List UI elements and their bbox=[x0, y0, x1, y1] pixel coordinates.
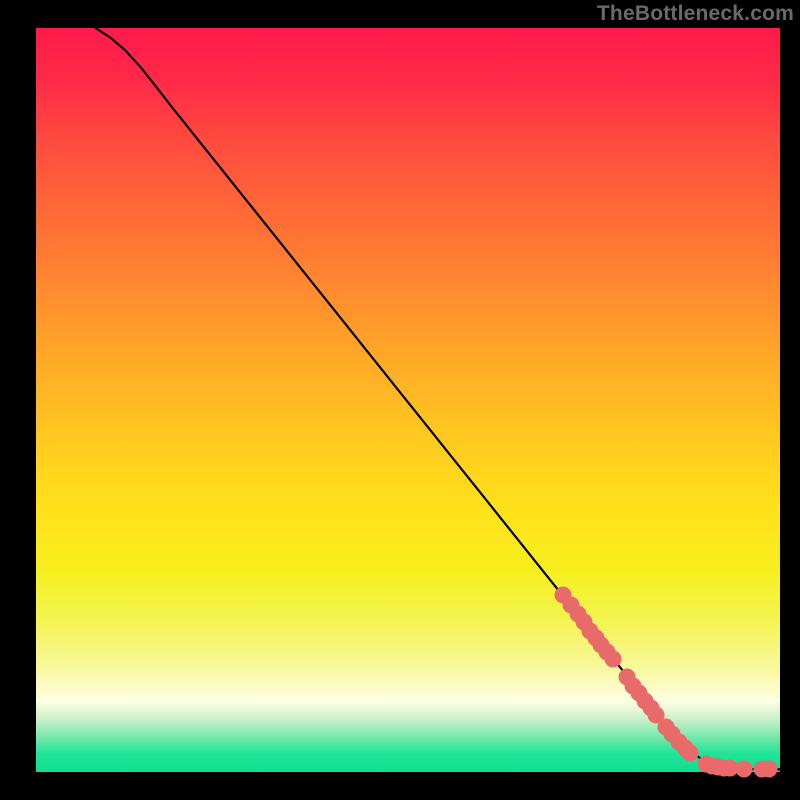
data-marker bbox=[604, 650, 621, 667]
markers-layer bbox=[36, 28, 780, 772]
attribution-text: TheBottleneck.com bbox=[597, 2, 794, 26]
plot-area bbox=[36, 28, 780, 772]
data-marker bbox=[736, 760, 753, 777]
chart-frame: TheBottleneck.com bbox=[0, 0, 800, 800]
data-marker bbox=[760, 761, 777, 778]
data-marker bbox=[681, 744, 698, 761]
